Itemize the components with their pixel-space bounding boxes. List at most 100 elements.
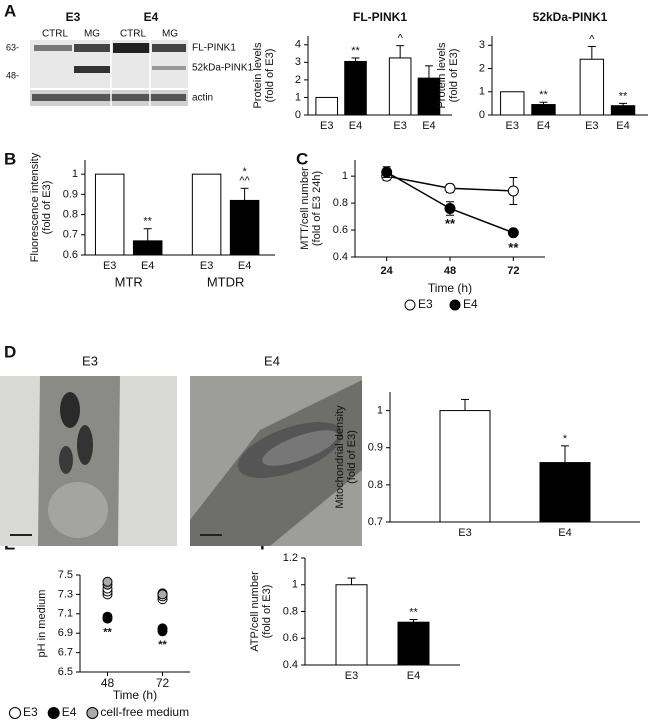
legend-marker	[47, 707, 60, 719]
band-label: actin	[192, 93, 213, 104]
y-tick-label: 2	[295, 74, 301, 86]
mitochondrion	[59, 446, 73, 474]
y-tick-label: 0.9	[368, 442, 383, 454]
band	[34, 45, 72, 51]
marker	[507, 227, 519, 239]
significance-label: *	[242, 166, 247, 178]
y-tick-label: 1	[295, 91, 301, 103]
legend-label: E3	[23, 705, 38, 719]
group-label: MTR	[115, 274, 143, 289]
significance-label: **	[158, 639, 167, 651]
y-tick-label: 3	[479, 39, 485, 51]
western-blot: E3 E4 CTRL MG CTRL MG 63- 48- FL-PINK1 5…	[6, 10, 254, 106]
group-label: MTDR	[207, 274, 245, 289]
bar	[315, 96, 339, 116]
x-tick-label: 72	[507, 265, 519, 277]
x-tick-label: E4	[558, 527, 571, 539]
legend-label: E4	[463, 297, 478, 311]
y-tick-label: 0.4	[333, 251, 348, 263]
micrograph-label: E3	[82, 353, 98, 368]
y-tick-label: 7.3	[58, 588, 73, 600]
chart-title: 52kDa-PINK1	[533, 10, 608, 24]
significance-label: ^	[589, 33, 595, 45]
legend-label: E4	[62, 705, 77, 719]
panel-label: C	[296, 149, 308, 168]
bar	[539, 462, 591, 523]
y-axis-label: Mitochondrial density	[334, 405, 346, 509]
bar	[344, 60, 367, 116]
significance-label: **	[445, 216, 456, 231]
bar	[500, 91, 525, 116]
mw-marker: 63-	[6, 42, 19, 52]
legend-label: cell-free medium	[100, 705, 189, 719]
chart-title: FL-PINK1	[353, 10, 407, 24]
panel-label: D	[4, 342, 16, 361]
mitochondrion	[77, 425, 93, 465]
point	[157, 589, 168, 600]
x-tick-label: 48	[101, 676, 115, 690]
y-tick-label: 0.6	[333, 224, 348, 236]
bar	[579, 58, 605, 116]
y-tick-label: 1	[342, 170, 348, 182]
mw-marker: 48-	[6, 70, 19, 80]
y-axis-label: Fluorescence intensity	[29, 152, 41, 262]
y-tick-label: 0.8	[283, 605, 298, 617]
legend-marker	[449, 299, 461, 311]
x-tick-label: E4	[407, 670, 420, 682]
bar	[335, 584, 368, 666]
marker	[381, 166, 393, 178]
marker	[444, 203, 456, 214]
significance-label: ^	[398, 33, 404, 45]
bar	[531, 104, 556, 116]
x-tick-label: E3	[506, 120, 519, 132]
bar	[388, 57, 412, 116]
y-tick-label: 0.9	[63, 188, 78, 200]
x-tick-label: E4	[349, 120, 362, 132]
y-axis-label: (fold of E3)	[264, 49, 276, 103]
y-tick-label: 7.5	[58, 569, 73, 581]
point	[157, 623, 168, 634]
blot-group: E3	[66, 10, 81, 24]
significance-label: **	[143, 216, 152, 228]
band-label: 52kDa-PINK1	[192, 63, 254, 74]
bar	[94, 173, 125, 256]
significance-label: **	[619, 90, 628, 102]
lane-label: CTRL	[42, 29, 69, 40]
y-axis-label: (fold of E3)	[448, 49, 460, 103]
y-axis-label: ATP/cell number	[249, 571, 261, 652]
significance-label: ^^	[239, 175, 250, 187]
y-tick-label: 0.7	[63, 229, 78, 241]
y-tick-label: 0	[479, 109, 485, 121]
x-tick-label: E3	[585, 120, 598, 132]
x-tick-label: E4	[141, 260, 154, 272]
y-tick-label: 0.6	[283, 632, 298, 644]
micrograph-label: E4	[264, 353, 280, 368]
point	[102, 576, 113, 587]
y-tick-label: 1	[377, 404, 383, 416]
x-tick-label: 72	[156, 676, 170, 690]
significance-label: **	[508, 240, 519, 255]
x-tick-label: E3	[345, 670, 358, 682]
x-tick-label: E3	[393, 120, 406, 132]
y-tick-label: 1	[72, 168, 78, 180]
panel-label: B	[4, 149, 16, 168]
bar	[397, 621, 430, 666]
y-tick-label: 6.5	[58, 666, 73, 678]
panel-label: A	[4, 1, 16, 20]
legend-label: E3	[418, 297, 433, 311]
y-tick-label: 6.9	[58, 627, 73, 639]
lane-label: MG	[84, 29, 100, 40]
y-tick-label: 0.6	[63, 249, 78, 261]
y-axis-label: Protein levels	[436, 42, 448, 109]
legend-marker	[9, 707, 21, 719]
x-axis-label: Time (h)	[428, 281, 472, 295]
x-tick-label: E4	[422, 120, 435, 132]
bar	[191, 173, 222, 256]
y-tick-label: 1	[479, 86, 485, 98]
y-tick-label: 0	[295, 109, 301, 121]
y-axis-label: (fold of E3)	[261, 585, 273, 639]
y-axis-label: pH in medium	[36, 590, 48, 658]
marker	[444, 182, 456, 194]
